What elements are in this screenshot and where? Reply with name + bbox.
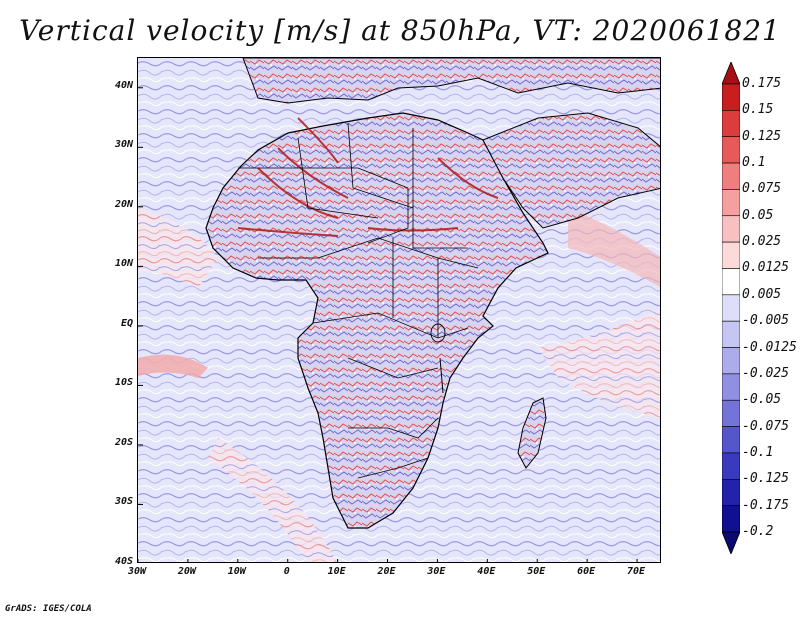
colorbar-label: -0.2 (742, 524, 774, 539)
colorbar-swatch (722, 426, 740, 454)
lat-tick-label: 30N (114, 139, 133, 151)
lat-tick-label: 10S (114, 377, 133, 389)
colorbar-label: -0.025 (742, 365, 789, 381)
colorbar-swatch (722, 189, 740, 217)
lat-tick-label: 40N (114, 79, 133, 91)
colorbar-swatch (722, 136, 740, 164)
colorbar-swatch (722, 452, 740, 480)
colorbar-swatch (722, 110, 740, 138)
colorbar-label: 0.005 (742, 286, 782, 302)
colorbar-swatch (722, 215, 740, 243)
lat-tick-label: 20N (114, 198, 133, 210)
lat-tick-label: EQ (120, 317, 133, 329)
lon-tick-label: 40E (477, 566, 496, 577)
colorbar-swatch (722, 399, 740, 427)
colorbar-label: -0.0125 (742, 339, 797, 355)
colorbar-label: -0.05 (742, 392, 782, 408)
sahara-ascent-streaks (237, 117, 499, 237)
lon-tick-label: 20E (377, 566, 396, 577)
colorbar-swatch (722, 320, 740, 348)
lon-tick-label: 30W (127, 566, 147, 577)
africa-landmass (205, 112, 549, 529)
colorbar-swatch (722, 294, 740, 322)
colorbar-swatch (722, 162, 740, 190)
colorbar-swatch (722, 505, 740, 533)
lon-tick-label: 70E (627, 566, 646, 577)
lon-tick-label: 20W (177, 566, 196, 577)
lon-tick-label: 30E (427, 566, 446, 577)
europe-landmass (242, 58, 660, 104)
west-atlantic-ascent-zone (138, 208, 218, 288)
colorbar-swatch (722, 373, 740, 401)
colorbar-label: 0.025 (742, 234, 782, 250)
lon-tick-label: 0 (283, 566, 290, 577)
colorbar-max-arrow (722, 62, 740, 85)
lat-tick-label: 30S (114, 496, 133, 508)
colorbar-swatch (722, 347, 740, 375)
colorbar-label: -0.075 (742, 418, 789, 434)
grads-credit: GrADS: IGES/COLA (5, 604, 92, 614)
lat-tick-label: 40S (114, 556, 133, 567)
colorbar-label: 0.05 (742, 207, 774, 223)
colorbar-label: 0.175 (742, 76, 782, 91)
lon-tick-label: 10W (227, 566, 246, 577)
colorbar-label: 0.1 (742, 155, 766, 171)
colorbar-swatch (722, 268, 740, 296)
madagascar (517, 397, 547, 469)
colorbar-label: -0.005 (742, 313, 789, 329)
colorbar-label: 0.0125 (742, 260, 789, 276)
colorbar-label: -0.125 (742, 471, 789, 487)
lake-tanganyika (439, 357, 444, 394)
arabian-peninsula (482, 112, 660, 229)
map-plot-area (137, 57, 661, 563)
colorbar-label: 0.15 (742, 102, 774, 118)
south-atlantic-swirl (208, 438, 337, 562)
lat-tick-label: 10N (114, 258, 133, 270)
lon-tick-label: 10E (327, 566, 346, 577)
lake-victoria (430, 323, 446, 343)
colorbar-swatch (722, 83, 740, 111)
colorbar-label: 0.075 (742, 181, 782, 197)
colorbar (722, 62, 740, 554)
lon-tick-label: 60E (577, 566, 596, 577)
colorbar-label: -0.1 (742, 444, 774, 460)
colorbar-label: -0.175 (742, 497, 789, 513)
velocity-field-map (138, 58, 660, 562)
south-atlantic-band (138, 354, 208, 378)
lon-tick-label: 50E (527, 566, 546, 577)
indian-ocean-ascent-zone (538, 308, 660, 418)
colorbar-swatch (722, 478, 740, 506)
colorbar-min-arrow (722, 531, 740, 554)
colorbar-label: 0.125 (742, 128, 782, 144)
country-borders (238, 122, 479, 479)
map-title: Vertical velocity [m/s] at 850hPa, VT: 2… (19, 14, 781, 47)
arabian-sea-band (568, 208, 660, 287)
lat-tick-label: 20S (114, 436, 133, 448)
colorbar-swatch (722, 241, 740, 269)
axis-ticks (138, 87, 638, 562)
